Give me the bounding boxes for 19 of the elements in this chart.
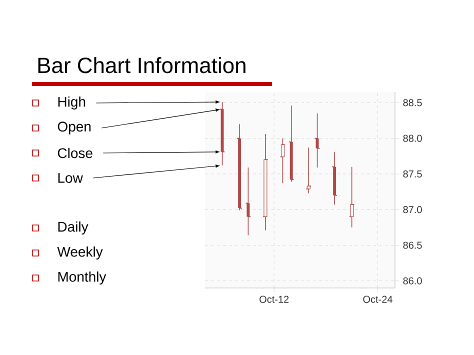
text: Monthly xyxy=(58,271,106,285)
chart-title: Bar Chart Information xyxy=(38,57,246,74)
candlestick xyxy=(264,134,268,231)
annotation: Low xyxy=(58,173,83,183)
annotation: Open xyxy=(58,122,91,134)
annotation: Close xyxy=(58,148,92,158)
candlestick xyxy=(280,138,285,184)
y-tick-label: 86.0 xyxy=(403,277,422,284)
y-tick-label: 87.5 xyxy=(403,170,422,178)
x-tick-label: Oct-12 xyxy=(260,296,289,303)
annotation: High xyxy=(58,96,86,110)
x-tick-label: Oct-24 xyxy=(363,296,392,303)
y-tick-label: 88.5 xyxy=(403,99,422,106)
y-tick-label: 86.5 xyxy=(403,242,422,249)
text: Weekly xyxy=(57,246,103,260)
text: Daily xyxy=(58,221,88,235)
y-tick-label: 87.0 xyxy=(403,206,422,214)
candlestick xyxy=(306,147,310,194)
y-tick-label: 88.0 xyxy=(403,134,422,142)
